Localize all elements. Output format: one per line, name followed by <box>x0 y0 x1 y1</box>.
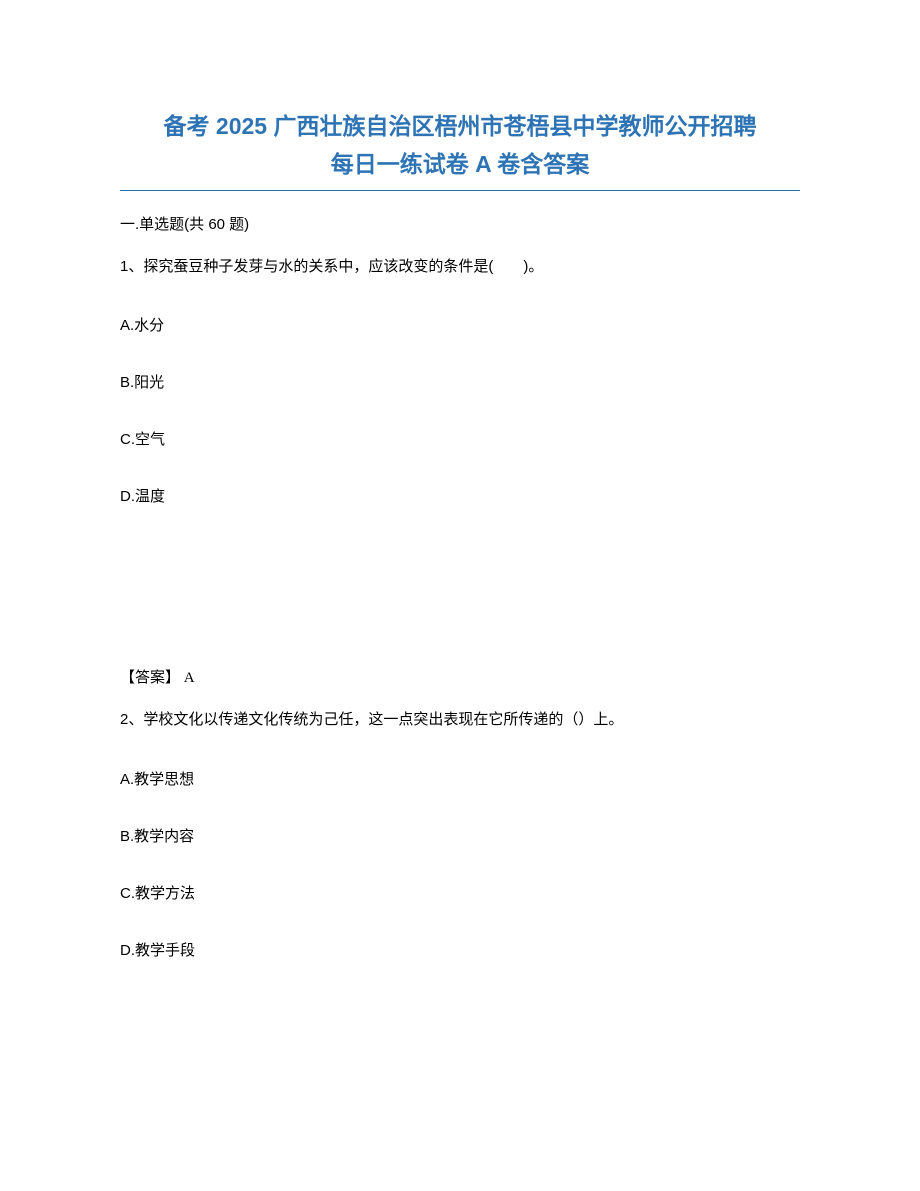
q2-option-d: D.教学手段 <box>120 939 800 960</box>
q2-option-b: B.教学内容 <box>120 825 800 846</box>
q2-option-a: A.教学思想 <box>120 768 800 789</box>
q1-option-d: D.温度 <box>120 485 800 506</box>
q1-option-a: A.水分 <box>120 314 800 335</box>
q1-stem: 1、探究蚕豆种子发芽与水的关系中，应该改变的条件是( )。 <box>120 256 800 279</box>
q1-option-c: C.空气 <box>120 428 800 449</box>
q1-answer: 【答案】 A <box>120 666 800 687</box>
q1-option-b: B.阳光 <box>120 371 800 392</box>
title-line-2: 每日一练试卷 A 卷含答案 <box>120 146 800 184</box>
title-line-1: 备考 2025 广西壮族自治区梧州市苍梧县中学教师公开招聘 <box>120 108 800 146</box>
q2-option-c: C.教学方法 <box>120 882 800 903</box>
page: 备考 2025 广西壮族自治区梧州市苍梧县中学教师公开招聘 每日一练试卷 A 卷… <box>0 0 920 1191</box>
doc-title: 备考 2025 广西壮族自治区梧州市苍梧县中学教师公开招聘 每日一练试卷 A 卷… <box>120 108 800 184</box>
section-header: 一.单选题(共 60 题) <box>120 213 800 234</box>
q2-stem: 2、学校文化以传递文化传统为己任，这一点突出表现在它所传递的（）上。 <box>120 709 800 732</box>
title-underline <box>120 190 800 191</box>
